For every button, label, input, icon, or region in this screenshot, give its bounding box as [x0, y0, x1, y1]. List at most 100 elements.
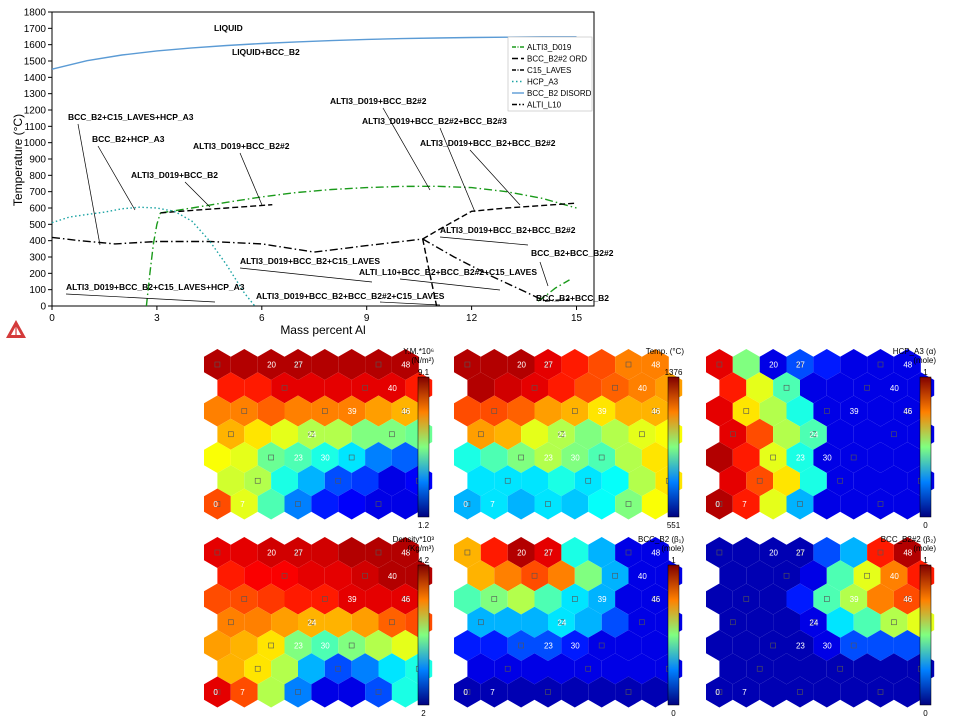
hex-cell: [732, 395, 760, 427]
hex-cell: [706, 583, 733, 615]
hex-cell-label: 7: [742, 500, 747, 509]
hex-cell: [759, 583, 787, 615]
hex-cell: [840, 442, 868, 473]
hex-cell: [311, 583, 339, 615]
series-line-bcc-b2-disord: [51, 36, 577, 70]
hex-cell: [534, 583, 562, 615]
hex-cell-label: 24: [809, 430, 818, 439]
colorbar-min-label: 2: [421, 709, 426, 718]
hex-cell: [786, 630, 814, 661]
hex-cell-label: 46: [401, 407, 410, 416]
hex-cell: [271, 560, 298, 592]
hex-cell: [588, 349, 616, 380]
hex-marker: [491, 408, 498, 414]
hex-marker: [375, 361, 382, 368]
phase-region-label: ALTI3_D019+BCC_B2+C15_LAVES: [240, 256, 380, 266]
hex-cell: [217, 418, 245, 450]
hex-cell-label: 20: [267, 361, 276, 370]
hex-cell: [773, 560, 800, 592]
hex-cell: [880, 653, 908, 685]
hex-cell: [732, 630, 760, 661]
hex-marker: [375, 549, 382, 556]
label-leader-line: [399, 278, 501, 291]
hex-cell: [284, 349, 312, 380]
hex-cell: [826, 560, 854, 592]
heatmap-title: Temp. (°C): [646, 347, 685, 356]
hex-marker: [491, 596, 498, 602]
hex-cell: [840, 488, 868, 520]
hex-marker: [810, 619, 817, 626]
hex-marker: [375, 501, 382, 507]
hex-cell-label: 0: [213, 500, 218, 509]
hex-cell: [365, 349, 392, 380]
y-tick-label: 1300: [24, 89, 47, 100]
hex-cell: [521, 465, 548, 497]
series-line-bcc-b2-2-ord: [422, 202, 577, 240]
hex-cell: [244, 465, 272, 497]
hex-cell: [244, 560, 272, 592]
heatmap-title: HCP_A3 (α) (mole): [893, 347, 937, 365]
hex-cell: [324, 606, 352, 638]
hex-cell: [759, 537, 787, 568]
hex-cell-label: 27: [294, 361, 303, 370]
phase-region-labels: LIQUID LIQUID+BCC_B2 ALTI3_D019+BCC_B2#2 AL…: [65, 23, 614, 306]
hex-cell: [574, 465, 602, 497]
hex-cell: [893, 488, 921, 520]
hex-cell: [521, 418, 548, 450]
hex-cell: [719, 465, 747, 497]
hex-cell: [773, 465, 800, 497]
hex-marker: [348, 642, 355, 649]
hex-marker: [295, 549, 301, 556]
hex-cell: [230, 488, 258, 520]
y-tick-label: 700: [29, 187, 46, 198]
hex-marker: [585, 665, 592, 672]
hex-marker: [241, 408, 248, 414]
hex-cell: [867, 676, 894, 708]
hex-cell: [311, 630, 339, 661]
hex-cell: [257, 442, 285, 473]
hex-marker: [652, 596, 659, 602]
hex-cell: [732, 676, 760, 708]
hex-cell: [230, 583, 258, 615]
hex-cell: [244, 606, 272, 638]
x-axis-title: Mass percent Al: [280, 323, 365, 337]
hex-cell: [759, 488, 787, 520]
hex-marker: [531, 572, 538, 579]
hex-cell: [588, 583, 616, 615]
hex-cell: [561, 488, 589, 520]
hex-cell: [391, 676, 419, 708]
hex-cell: [204, 349, 231, 380]
hex-cell: [507, 442, 535, 473]
label-leader-line: [439, 236, 529, 246]
hex-cell: [480, 537, 508, 568]
hex-cell: [378, 606, 406, 638]
series-line-alti-l10: [544, 298, 570, 302]
hex-marker: [308, 431, 315, 438]
hex-cell-label: 40: [638, 572, 647, 581]
hex-marker: [389, 619, 395, 626]
hex-marker: [730, 431, 736, 438]
hex-cell: [204, 488, 231, 520]
hex-marker: [864, 572, 870, 579]
hex-cell: [391, 349, 419, 380]
hex-cell-label: 40: [638, 384, 647, 393]
hex-cell: [880, 560, 908, 592]
hex-cell-label: 46: [401, 595, 410, 604]
hex-cell: [574, 418, 602, 450]
hex-cell: [454, 676, 481, 708]
hex-cell: [494, 560, 522, 592]
hex-cell: [826, 372, 854, 404]
hex-marker: [572, 596, 578, 602]
hex-cell: [257, 583, 285, 615]
heatmap-panel: 20 27 48 40 39 46 24 23 30 0 7 1 0 BCC_B2 (β₁) (mole): [454, 535, 684, 718]
phase-region-label: ALTI3_D019+BCC_B2+C15_LAVES+HCP_A3: [66, 282, 245, 292]
heatmap-title: Y.M.*10⁶ (N/m²): [403, 347, 434, 365]
hex-cell-label: 20: [769, 549, 778, 558]
hex-cell: [521, 560, 548, 592]
series-line-bcc-b2-2-ord: [160, 204, 273, 214]
y-tick-label: 100: [29, 285, 46, 296]
hex-cell: [534, 442, 562, 473]
hex-cell: [338, 676, 366, 708]
